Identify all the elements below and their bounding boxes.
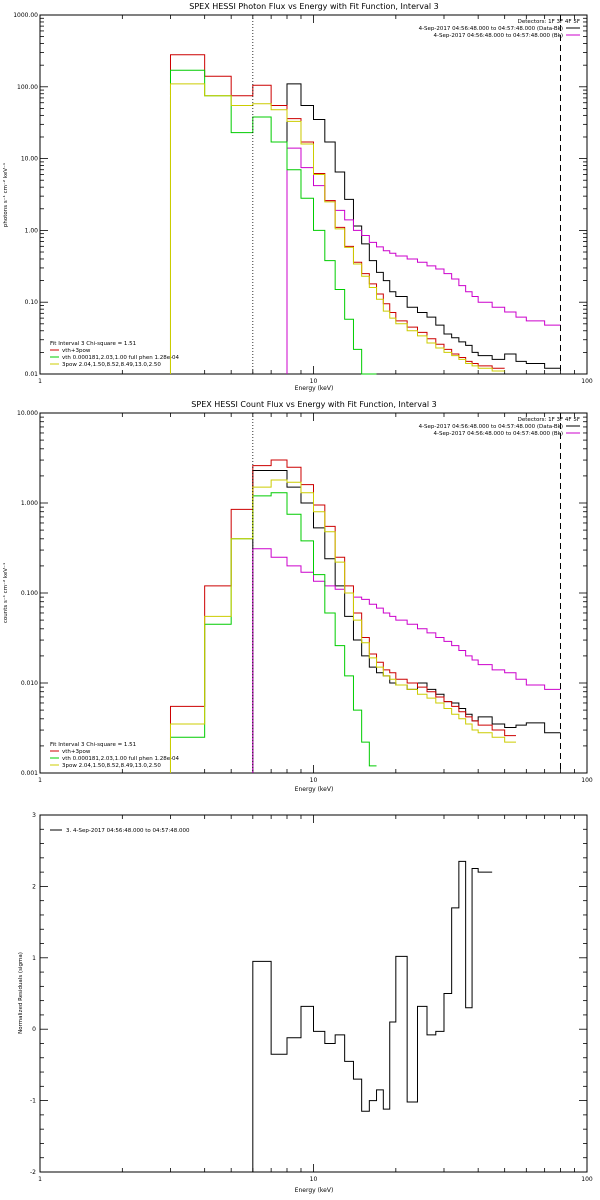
photon-y-tick-label: 1000.00 [13, 12, 38, 19]
residuals-x-tick-label: 100 [581, 1176, 593, 1183]
residuals-panel: 3. 4-Sep-2017 04:56:48.000 to 04:57:48.0… [18, 814, 588, 1194]
count-y-tick-label: 1.000 [21, 500, 38, 507]
photon-series-0-line [286, 83, 561, 374]
photon-y-tick-label: 10.00 [21, 156, 38, 163]
photon-series-4-line [169, 83, 505, 374]
count-flux-panel: SPEX HESSI Count Flux vs Energy with Fit… [2, 400, 588, 793]
photon-legend-vth: vth 0.000181,2.03,1.00 full phen 1.28e-0… [62, 355, 180, 361]
photon-y-tick-label: 0.10 [25, 299, 39, 306]
photon-y-tick-label: 0.01 [25, 371, 39, 378]
count-y-tick-label: 0.010 [21, 680, 38, 687]
photon-legend-top: Detectors: 1F 3F 4F 5F 4-Sep-2017 04:56:… [419, 19, 580, 39]
count-series-4-line [169, 479, 516, 773]
count-legend-fit: Fit Interval 3 Chi-square = 1.51 [50, 742, 136, 748]
count-x-tick-label: 100 [581, 777, 593, 784]
count-x-axis-label: Energy (keV) [295, 786, 334, 793]
residuals-y-axis-label: Normalized Residuals (sigma) [18, 952, 24, 1034]
photon-series-3-line [169, 69, 377, 375]
residuals-y-tick-label: 0 [32, 1026, 36, 1033]
photon-plot-content: 1 10 100 0.01 0.10 1.00 10.00 100.00 1000.00 [13, 12, 593, 385]
photon-legend-bottom: Fit Interval 3 Chi-square = 1.51 vth+3po… [50, 341, 180, 368]
count-legend-top: Detectors: 1F 3F 4F 5F 4-Sep-2017 04:56:… [419, 417, 580, 437]
photon-y-axis-label: photons s⁻¹ cm⁻² keV⁻¹ [2, 163, 9, 227]
photon-x-tick-label: 10 [310, 378, 318, 385]
photon-x-tick-label: 100 [581, 378, 593, 385]
photon-series-2-line [169, 54, 505, 374]
residuals-legend: 3. 4-Sep-2017 04:56:48.000 to 04:57:48.0… [66, 828, 190, 834]
residuals-x-axis-label: Energy (keV) [295, 1187, 334, 1194]
count-legend-vth: vth 0.000181,2.03,1.00 full phen 1.28e-0… [62, 756, 180, 762]
residuals-plot-frame [39, 814, 588, 1173]
photon-legend-detectors: Detectors: 1F 3F 4F 5F [518, 19, 580, 25]
count-plot-content: 1 10 100 0.001 0.010 0.100 1.000 10.000 [17, 410, 593, 784]
count-legend-data-bk: 4-Sep-2017 04:56:48.000 to 04:57:48.000 … [419, 424, 563, 430]
photon-legend-3pow: 3pow 2.04,1.50,8.52,8.49,13.0,2.50 [62, 362, 161, 368]
photon-panel-title: SPEX HESSI Photon Flux vs Energy with Fi… [189, 2, 439, 11]
photon-plot-frame [39, 14, 588, 375]
count-y-axis-label: counts s⁻¹ cm⁻² keV⁻¹ [2, 563, 9, 623]
photon-legend-data-bk: 4-Sep-2017 04:56:48.000 to 04:57:48.000 … [419, 26, 563, 32]
count-legend-vth3pow: vth+3pow [62, 749, 91, 755]
count-legend-detectors: Detectors: 1F 3F 4F 5F [518, 417, 580, 423]
photon-legend-bk: 4-Sep-2017 04:56:48.000 to 04:57:48.000 … [434, 33, 564, 39]
count-y-tick-label: 10.000 [17, 410, 38, 417]
count-legend-bottom: Fit Interval 3 Chi-square = 1.51 vth+3po… [50, 742, 180, 769]
residuals-y-tick-label: 2 [32, 883, 36, 890]
residuals-series-0-line [252, 860, 493, 1172]
photon-flux-panel: SPEX HESSI Photon Flux vs Energy with Fi… [2, 2, 588, 392]
count-series-1-line [252, 548, 561, 773]
photon-legend-fit: Fit Interval 3 Chi-square = 1.51 [50, 341, 136, 347]
count-series-3-line [169, 492, 377, 773]
residuals-plot-content: 1 10 100 -2 -1 0 1 2 3 [30, 812, 593, 1183]
residuals-y-tick-label: -1 [30, 1098, 36, 1105]
count-x-tick-label: 10 [310, 777, 318, 784]
count-y-tick-label: 0.100 [21, 590, 38, 597]
count-plot-frame [39, 412, 588, 774]
count-legend-bk: 4-Sep-2017 04:56:48.000 to 04:57:48.000 … [434, 431, 564, 437]
photon-y-tick-label: 100.00 [17, 84, 38, 91]
residuals-y-tick-label: -2 [30, 1169, 36, 1176]
residuals-y-tick-label: 3 [32, 812, 36, 819]
count-series-2-line [169, 459, 516, 773]
photon-legend-vth3pow: vth+3pow [62, 348, 91, 354]
count-y-tick-label: 0.001 [21, 770, 38, 777]
photon-x-axis-label: Energy (keV) [295, 385, 334, 392]
count-x-tick-label: 1 [38, 777, 42, 784]
photon-x-tick-label: 1 [38, 378, 42, 385]
photon-series-1-line [286, 147, 561, 374]
residuals-y-tick-label: 1 [32, 955, 36, 962]
residuals-x-tick-label: 1 [38, 1176, 42, 1183]
count-legend-3pow: 3pow 2.04,1.50,8.52,8.49,13.0,2.50 [62, 763, 161, 769]
count-panel-title: SPEX HESSI Count Flux vs Energy with Fit… [191, 400, 436, 409]
residuals-x-tick-label: 10 [310, 1176, 318, 1183]
photon-y-tick-label: 1.00 [25, 227, 39, 234]
